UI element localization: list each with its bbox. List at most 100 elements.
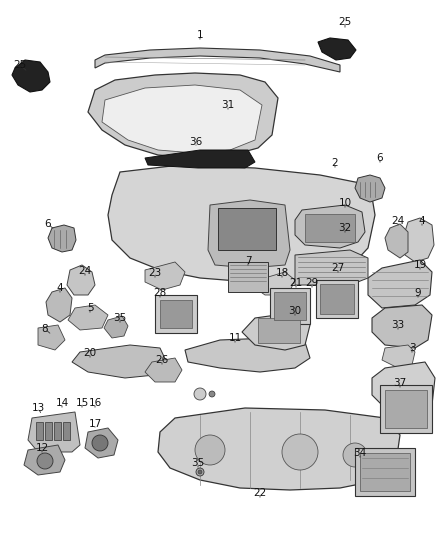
Polygon shape: [355, 175, 385, 202]
Text: 4: 4: [57, 283, 64, 293]
Polygon shape: [145, 150, 255, 168]
Text: 14: 14: [55, 398, 69, 408]
FancyBboxPatch shape: [380, 385, 432, 433]
Bar: [63, 422, 70, 440]
Text: 7: 7: [245, 256, 251, 266]
Text: 26: 26: [155, 355, 169, 365]
Text: 34: 34: [353, 448, 367, 458]
Circle shape: [195, 435, 225, 465]
Polygon shape: [102, 85, 262, 153]
Text: 19: 19: [413, 260, 427, 270]
Text: 21: 21: [290, 278, 303, 288]
Text: 12: 12: [35, 443, 49, 453]
Text: 17: 17: [88, 419, 102, 429]
FancyBboxPatch shape: [160, 300, 192, 328]
Polygon shape: [368, 260, 432, 308]
Text: 23: 23: [148, 268, 162, 278]
Text: 4: 4: [419, 216, 425, 226]
Polygon shape: [208, 200, 290, 268]
Polygon shape: [185, 338, 310, 372]
Polygon shape: [372, 305, 432, 348]
Text: 35: 35: [191, 458, 205, 468]
Bar: [54, 422, 61, 440]
Polygon shape: [318, 38, 356, 60]
Polygon shape: [108, 165, 375, 282]
Circle shape: [198, 470, 202, 474]
Polygon shape: [242, 312, 310, 350]
Text: 9: 9: [415, 288, 421, 298]
Polygon shape: [403, 218, 434, 262]
Bar: [45, 422, 52, 440]
Text: 28: 28: [153, 288, 166, 298]
Circle shape: [92, 435, 108, 451]
Polygon shape: [158, 408, 400, 490]
Circle shape: [196, 468, 204, 476]
FancyBboxPatch shape: [228, 262, 268, 292]
Text: 25: 25: [339, 17, 352, 27]
FancyBboxPatch shape: [218, 208, 276, 250]
Polygon shape: [46, 288, 72, 322]
FancyBboxPatch shape: [274, 292, 306, 320]
Text: 2: 2: [332, 158, 338, 168]
Polygon shape: [295, 205, 365, 248]
Text: 31: 31: [221, 100, 235, 110]
Polygon shape: [385, 224, 408, 258]
Polygon shape: [24, 445, 65, 475]
Text: 10: 10: [339, 198, 352, 208]
Circle shape: [343, 443, 367, 467]
Polygon shape: [372, 362, 435, 412]
Text: 11: 11: [228, 333, 242, 343]
Text: 24: 24: [392, 216, 405, 226]
Text: 29: 29: [305, 278, 318, 288]
Text: 35: 35: [113, 313, 127, 323]
Circle shape: [37, 453, 53, 469]
Text: 6: 6: [377, 153, 383, 163]
Text: 25: 25: [14, 60, 27, 70]
FancyBboxPatch shape: [316, 280, 358, 318]
Polygon shape: [145, 358, 182, 382]
Polygon shape: [72, 345, 168, 378]
Text: 6: 6: [45, 219, 51, 229]
Text: 30: 30: [289, 306, 301, 316]
FancyBboxPatch shape: [385, 390, 427, 428]
Text: 1: 1: [197, 30, 203, 40]
Text: 18: 18: [276, 268, 289, 278]
FancyBboxPatch shape: [305, 214, 355, 242]
Text: 27: 27: [332, 263, 345, 273]
Circle shape: [194, 388, 206, 400]
Polygon shape: [12, 60, 50, 92]
Polygon shape: [85, 428, 118, 458]
FancyBboxPatch shape: [320, 284, 354, 314]
Circle shape: [209, 391, 215, 397]
FancyBboxPatch shape: [360, 453, 410, 491]
Text: 36: 36: [189, 137, 203, 147]
Text: 33: 33: [392, 320, 405, 330]
Polygon shape: [95, 48, 340, 72]
Text: 24: 24: [78, 266, 92, 276]
Text: 16: 16: [88, 398, 102, 408]
FancyBboxPatch shape: [355, 448, 415, 496]
Text: 5: 5: [87, 303, 93, 313]
Text: 8: 8: [42, 324, 48, 334]
Polygon shape: [255, 272, 295, 295]
FancyBboxPatch shape: [258, 318, 300, 343]
Polygon shape: [104, 316, 128, 338]
Polygon shape: [145, 262, 185, 290]
Text: 20: 20: [83, 348, 96, 358]
Text: 22: 22: [253, 488, 267, 498]
Text: 3: 3: [409, 343, 415, 353]
Circle shape: [282, 434, 318, 470]
Text: 13: 13: [32, 403, 45, 413]
Text: 37: 37: [393, 378, 406, 388]
Polygon shape: [88, 73, 278, 158]
Polygon shape: [382, 345, 415, 368]
FancyBboxPatch shape: [155, 295, 197, 333]
Text: 15: 15: [75, 398, 88, 408]
FancyBboxPatch shape: [270, 288, 310, 324]
Bar: [36, 422, 43, 440]
Polygon shape: [28, 412, 80, 452]
Polygon shape: [38, 325, 65, 350]
Polygon shape: [67, 265, 95, 295]
Polygon shape: [295, 250, 368, 285]
Polygon shape: [48, 225, 76, 252]
